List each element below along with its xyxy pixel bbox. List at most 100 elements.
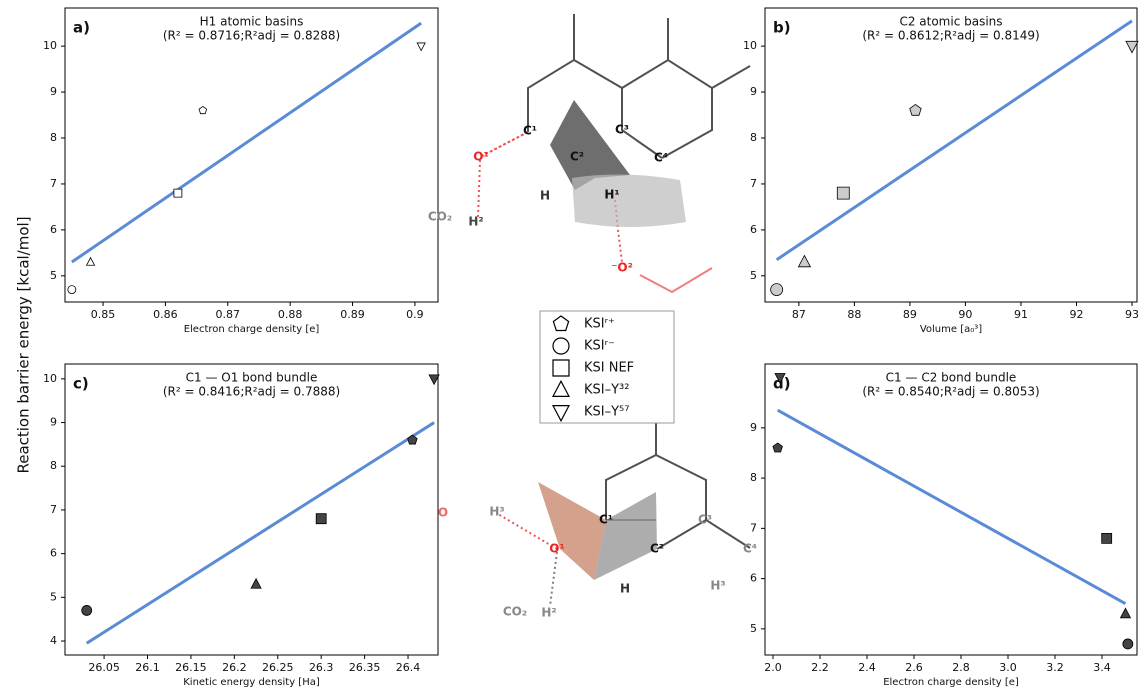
basin-shape <box>572 174 686 227</box>
x-tick-label: 2.4 <box>858 661 876 674</box>
x-tick-label: 3.4 <box>1093 661 1111 674</box>
hbond <box>498 514 557 549</box>
x-tick-label: 26.4 <box>396 661 421 674</box>
y-tick-label: 6 <box>50 547 57 560</box>
atom-label: O¹ <box>473 150 488 164</box>
x-tick-label: 0.86 <box>153 308 178 321</box>
atom-label: C² <box>650 542 664 556</box>
atom-label: C¹ <box>599 513 613 527</box>
legend-label: KSIʳ⁻ <box>584 339 615 354</box>
chart-title: C1 — C2 bond bundle <box>886 371 1017 385</box>
x-tick-label: 88 <box>847 308 861 321</box>
y-tick-label: 5 <box>750 622 757 635</box>
y-tick-label: 6 <box>750 572 757 585</box>
x-axis-label: Volume [a₀³] <box>920 324 982 335</box>
x-tick-label: 2.8 <box>952 661 970 674</box>
x-tick-label: 0.88 <box>278 308 303 321</box>
legend-marker <box>553 360 569 376</box>
y-tick-label: 9 <box>50 85 57 98</box>
panel-label: a) <box>73 19 90 37</box>
atom-label: H <box>540 189 550 203</box>
atom-label: ⁻O² <box>611 261 633 275</box>
y-tick-label: 10 <box>743 39 757 52</box>
x-tick-label: 0.87 <box>216 308 241 321</box>
y-tick-label: 8 <box>50 459 57 472</box>
atom-label: H² <box>541 606 556 620</box>
legend-marker <box>553 338 569 354</box>
atom-label: O <box>438 506 448 520</box>
chart-subtitle: (R² = 0.8540;R²adj = 0.8053) <box>862 385 1039 399</box>
atom-label: C⁴ <box>654 151 668 165</box>
y-tick-label: 7 <box>50 177 57 190</box>
x-axis-label: Kinetic energy density [Ha] <box>183 677 320 688</box>
atom-label: C³ <box>615 123 629 137</box>
y-tick-label: 8 <box>750 471 757 484</box>
data-point <box>1102 533 1112 543</box>
data-point <box>837 187 849 199</box>
atom-label: H <box>620 582 630 596</box>
chart-subtitle: (R² = 0.8716;R²adj = 0.8288) <box>163 29 340 43</box>
chart-subtitle: (R² = 0.8612;R²adj = 0.8149) <box>862 29 1039 43</box>
x-tick-label: 91 <box>1014 308 1028 321</box>
x-tick-label: 26.2 <box>222 661 247 674</box>
x-tick-label: 89 <box>903 308 917 321</box>
plot-frame <box>765 364 1137 655</box>
data-point <box>82 605 92 615</box>
y-tick-label: 5 <box>50 590 57 603</box>
x-tick-label: 3.0 <box>999 661 1017 674</box>
carboxylate <box>640 268 712 292</box>
page: { "y_label": "Reaction barrier energy [k… <box>0 0 1140 691</box>
data-point <box>1123 639 1133 649</box>
y-axis-label: Reaction barrier energy [kcal/mol] <box>15 216 33 473</box>
y-tick-label: 9 <box>50 416 57 429</box>
data-point <box>771 284 783 296</box>
atom-label: H³ <box>710 579 725 593</box>
y-tick-label: 10 <box>43 372 57 385</box>
x-tick-label: 87 <box>792 308 806 321</box>
bundle-shape <box>538 482 606 580</box>
y-tick-label: 10 <box>43 39 57 52</box>
x-tick-label: 2.6 <box>905 661 923 674</box>
bundle-shape <box>594 492 657 580</box>
x-tick-label: 0.9 <box>406 308 424 321</box>
y-tick-label: 5 <box>50 269 57 282</box>
figure: Reaction barrier energy [kcal/mol] 56789… <box>0 0 1140 691</box>
panel-label: c) <box>73 375 89 393</box>
legend-label: KSI–Y⁵⁷ <box>584 405 629 420</box>
y-tick-label: 8 <box>50 131 57 144</box>
x-axis-label: Electron charge density [e] <box>184 324 320 335</box>
panel-label: b) <box>773 19 791 37</box>
data-point <box>316 514 326 524</box>
atom-label: CO₂ <box>428 210 452 224</box>
x-tick-label: 0.85 <box>91 308 116 321</box>
hbond <box>550 552 557 606</box>
y-tick-label: 7 <box>750 521 757 534</box>
y-tick-label: 6 <box>50 223 57 236</box>
data-point <box>68 286 76 294</box>
plot-frame <box>65 364 438 655</box>
hbond <box>478 160 480 218</box>
chart-title: H1 atomic basins <box>200 15 304 29</box>
y-tick-label: 7 <box>750 177 757 190</box>
x-tick-label: 3.2 <box>1046 661 1064 674</box>
plot-frame <box>65 8 438 302</box>
x-axis-label: Electron charge density [e] <box>883 677 1019 688</box>
x-tick-label: 26.15 <box>175 661 207 674</box>
chart-title: C2 atomic basins <box>899 15 1002 29</box>
plot-frame <box>765 8 1137 302</box>
atom-label: C² <box>570 150 584 164</box>
data-point <box>174 189 182 197</box>
y-tick-label: 9 <box>750 421 757 434</box>
y-tick-label: 9 <box>750 85 757 98</box>
molecule-top <box>478 14 750 292</box>
x-tick-label: 26.3 <box>309 661 334 674</box>
atom-label: O¹ <box>549 542 564 556</box>
y-tick-label: 6 <box>750 223 757 236</box>
y-tick-label: 7 <box>50 503 57 516</box>
atom-label: C¹ <box>523 124 537 138</box>
chart-subtitle: (R² = 0.8416;R²adj = 0.7888) <box>163 385 340 399</box>
atom-label: H³ <box>489 505 504 519</box>
legend-label: KSI–Y³² <box>584 383 629 398</box>
atom-label: H² <box>468 215 483 229</box>
chart-title: C1 — O1 bond bundle <box>186 371 318 385</box>
